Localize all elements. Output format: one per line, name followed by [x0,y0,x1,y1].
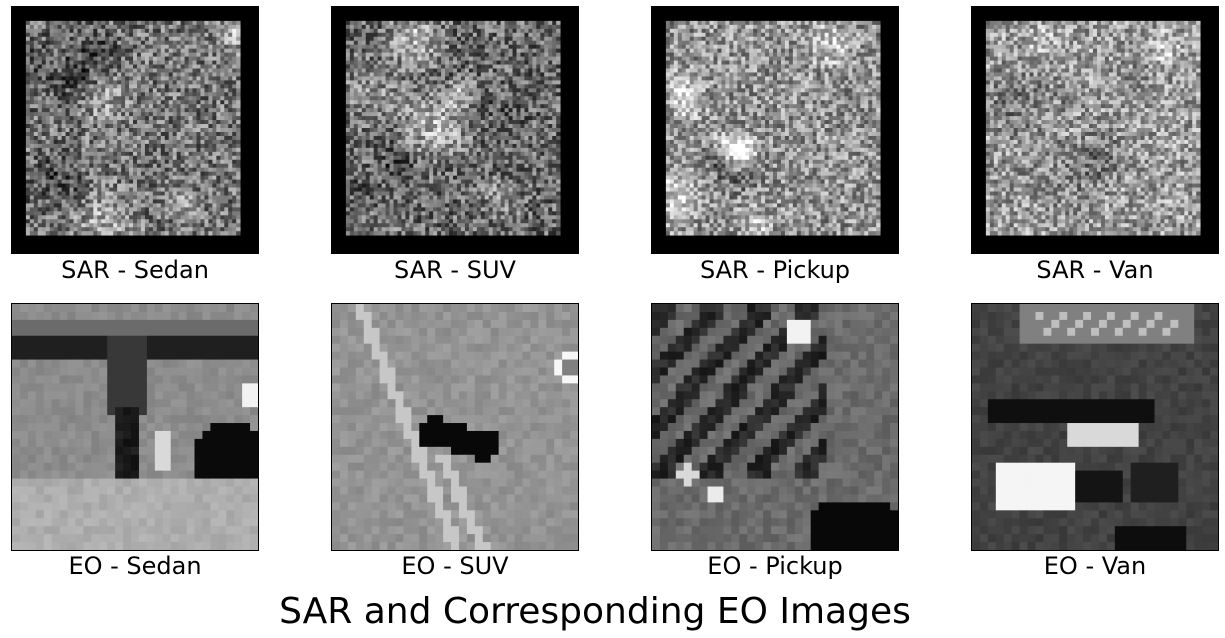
figure-title: SAR and Corresponding EO Images [279,591,911,632]
eo-pickup-caption: EO - Pickup [707,552,843,580]
sar-pickup-caption: SAR - Pickup [699,256,851,284]
eo-pickup-image [651,303,899,551]
sar-suv-caption: SAR - SUV [394,256,516,284]
sar-suv-image [331,6,579,254]
eo-suv-image [331,303,579,551]
eo-sedan-image [11,303,259,551]
eo-van-caption: EO - Van [1043,552,1147,580]
eo-sedan-caption: EO - Sedan [68,552,202,580]
sar-van-caption: SAR - Van [1036,256,1154,284]
sar-sedan-image [11,6,259,254]
sar-van-image [971,6,1219,254]
sar-pickup-image [651,6,899,254]
eo-suv-caption: EO - SUV [401,552,509,580]
eo-van-image [971,303,1219,551]
sar-sedan-caption: SAR - Sedan [61,256,209,284]
